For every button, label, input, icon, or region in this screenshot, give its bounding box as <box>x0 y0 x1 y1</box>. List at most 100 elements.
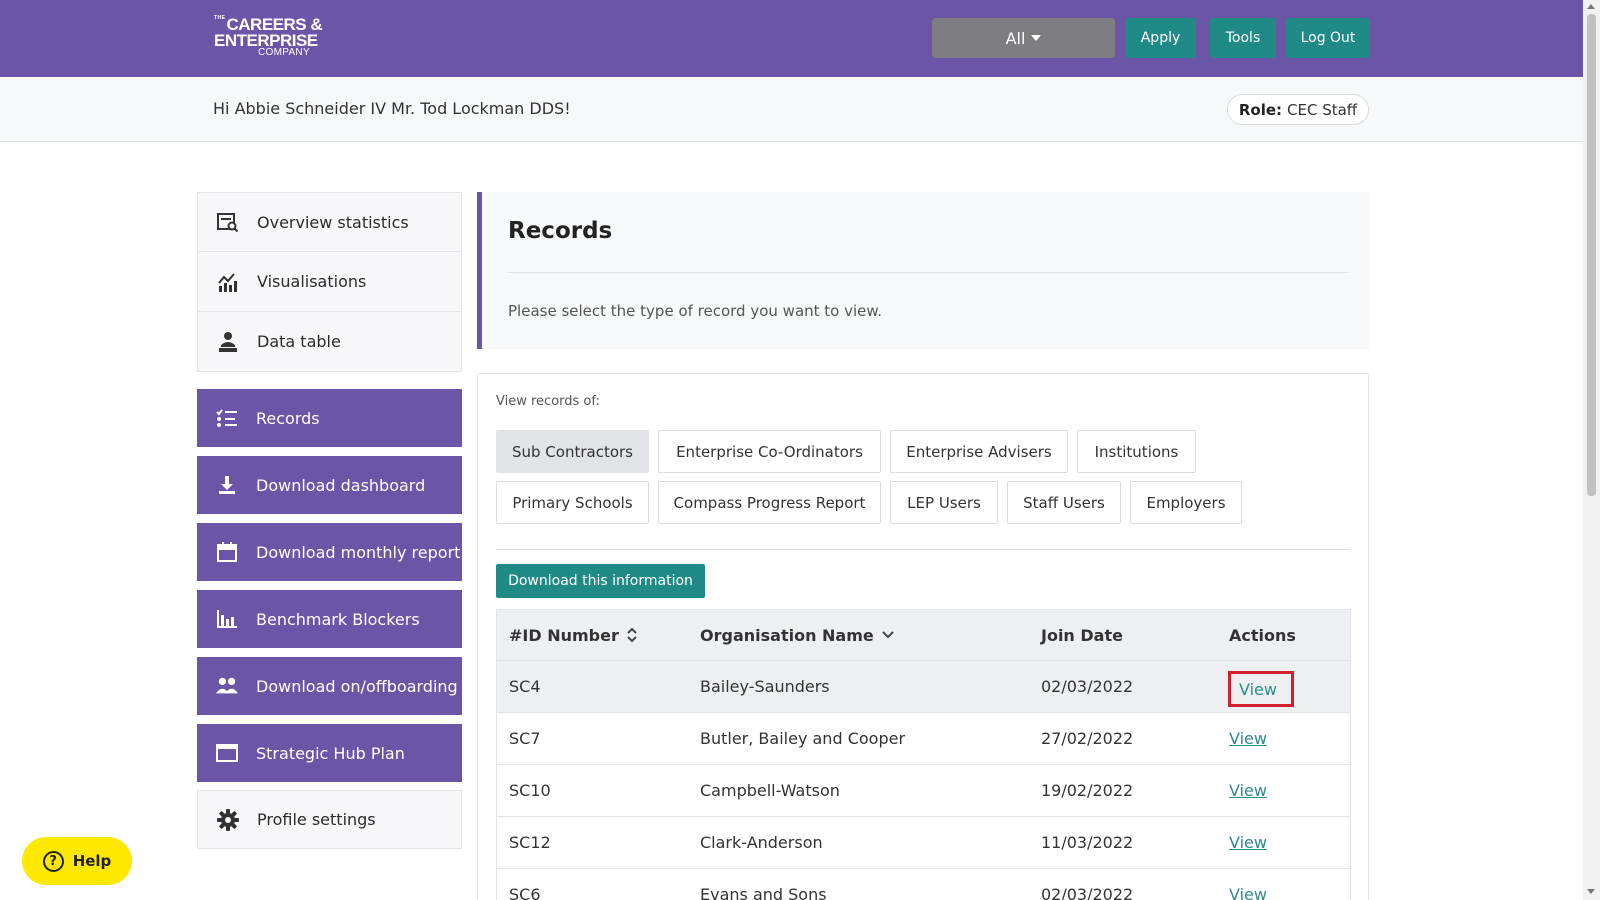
sidebar-item-download-onoffboarding[interactable]: Download on/offboarding <box>197 657 462 715</box>
filter-select[interactable]: All <box>932 18 1115 58</box>
sidebar-item-visualisations[interactable]: Visualisations <box>197 252 462 312</box>
chip-staff-users[interactable]: Staff Users <box>1007 481 1121 524</box>
view-link[interactable]: View <box>1229 781 1267 800</box>
logo-small-text: THE <box>214 15 226 21</box>
role-value: CEC Staff <box>1287 100 1358 119</box>
table-row: SC6 Evans and Sons 02/03/2022 View <box>496 869 1351 900</box>
column-header-organisation[interactable]: Organisation Name <box>700 610 894 660</box>
view-link[interactable]: View <box>1229 885 1267 900</box>
column-header-id[interactable]: #ID Number <box>509 610 637 660</box>
sidebar-item-download-monthly-report[interactable]: Download monthly report <box>197 523 462 581</box>
sidebar-item-label: Profile settings <box>257 810 376 829</box>
sidebar-item-label: Benchmark Blockers <box>256 609 420 629</box>
greeting-text: Hi Abbie Schneider IV Mr. Tod Lockman DD… <box>213 99 571 118</box>
row-join-date: 02/03/2022 <box>1041 677 1134 696</box>
sidebar-item-label: Visualisations <box>257 272 367 291</box>
view-link[interactable]: View <box>1239 679 1277 699</box>
calendar-icon <box>216 541 238 563</box>
row-id: SC7 <box>509 729 541 748</box>
question-icon: ? <box>42 850 64 872</box>
row-join-date: 19/02/2022 <box>1041 781 1134 800</box>
sort-icon[interactable] <box>627 627 637 643</box>
row-id: SC4 <box>509 677 541 696</box>
view-link[interactable]: View <box>1229 729 1267 748</box>
row-join-date: 11/03/2022 <box>1041 833 1134 852</box>
sidebar-item-label: Download on/offboarding <box>256 676 458 696</box>
view-records-label: View records of: <box>496 394 600 409</box>
highlight-box: View <box>1228 671 1294 707</box>
chip-compass-progress-report[interactable]: Compass Progress Report <box>658 481 881 524</box>
sidebar-item-label: Data table <box>257 332 341 351</box>
chevron-down-icon <box>1031 35 1042 41</box>
row-id: SC12 <box>509 833 551 852</box>
sidebar-item-records[interactable]: Records <box>197 389 462 447</box>
sidebar-item-overview-statistics[interactable]: Overview statistics <box>197 192 462 252</box>
column-header-join-date: Join Date <box>1041 625 1123 645</box>
row-organisation: Campbell-Watson <box>700 781 840 800</box>
sidebar-item-label: Download dashboard <box>256 475 426 495</box>
cec-logo[interactable]: THECAREERS & ENTERPRISE COMPANY <box>214 15 323 58</box>
sidebar-item-label: Overview statistics <box>257 212 409 232</box>
users-icon <box>216 675 238 697</box>
scroll-up-arrow-icon[interactable] <box>1587 4 1595 9</box>
records-header-card: Records Please select the type of record… <box>477 192 1369 349</box>
logo-line-2: ENTERPRISE <box>214 31 318 50</box>
row-organisation: Butler, Bailey and Cooper <box>700 729 906 748</box>
table-header: #ID Number Organisation Name Join Date A… <box>496 609 1351 661</box>
row-id: SC6 <box>509 885 541 900</box>
greeting-bar: Hi Abbie Schneider IV Mr. Tod Lockman DD… <box>0 77 1583 142</box>
logo-line-3: COMPANY <box>258 47 310 58</box>
scrollbar-thumb[interactable] <box>1587 14 1596 496</box>
row-join-date: 27/02/2022 <box>1041 729 1134 748</box>
records-description: Please select the type of record you wan… <box>508 302 883 320</box>
list-icon <box>216 407 238 429</box>
records-panel: View records of: Sub Contractors Enterpr… <box>477 373 1369 900</box>
chip-institutions[interactable]: Institutions <box>1077 430 1196 473</box>
chip-enterprise-advisers[interactable]: Enterprise Advisers <box>890 430 1068 473</box>
sidebar-item-label: Strategic Hub Plan <box>256 743 405 763</box>
chip-sub-contractors[interactable]: Sub Contractors <box>496 430 649 473</box>
sidebar-item-strategic-hub-plan[interactable]: Strategic Hub Plan <box>197 724 462 782</box>
help-button[interactable]: ? Help <box>22 837 132 885</box>
table-row: SC12 Clark-Anderson 11/03/2022 View <box>496 817 1351 869</box>
role-label: Role: <box>1238 100 1283 119</box>
bar-chart-icon <box>216 608 238 630</box>
table-row: SC4 Bailey-Saunders 02/03/2022 View <box>496 661 1351 713</box>
chip-employers[interactable]: Employers <box>1130 481 1242 524</box>
column-header-label: Organisation Name <box>700 625 874 645</box>
sidebar-item-label: Records <box>256 408 320 428</box>
row-join-date: 02/03/2022 <box>1041 885 1134 900</box>
row-organisation: Clark-Anderson <box>700 833 823 852</box>
gear-icon <box>217 808 239 831</box>
top-navbar: THECAREERS & ENTERPRISE COMPANY All Appl… <box>0 0 1583 77</box>
divider <box>496 549 1350 550</box>
scroll-down-arrow-icon[interactable] <box>1587 889 1595 894</box>
sidebar-item-download-dashboard[interactable]: Download dashboard <box>197 456 462 514</box>
view-link[interactable]: View <box>1229 833 1267 852</box>
table-row: SC7 Butler, Bailey and Cooper 27/02/2022… <box>496 713 1351 765</box>
role-badge: Role: CEC Staff <box>1227 94 1369 125</box>
page-scrollbar[interactable] <box>1583 0 1600 900</box>
chip-lep-users[interactable]: LEP Users <box>890 481 998 524</box>
apply-button[interactable]: Apply <box>1125 18 1196 58</box>
logout-button[interactable]: Log Out <box>1286 18 1370 58</box>
sidebar-item-benchmark-blockers[interactable]: Benchmark Blockers <box>197 590 462 648</box>
download-icon <box>216 474 238 496</box>
sidebar-item-profile-settings[interactable]: Profile settings <box>197 790 462 849</box>
sidebar-item-data-table[interactable]: Data table <box>197 312 462 372</box>
chip-primary-schools[interactable]: Primary Schools <box>496 481 649 524</box>
tools-button[interactable]: Tools <box>1210 18 1276 58</box>
logo-line-1: CAREERS & <box>226 15 323 34</box>
help-label: Help <box>72 852 112 870</box>
chevron-down-icon[interactable] <box>882 631 894 639</box>
column-header-actions: Actions <box>1229 625 1296 645</box>
row-organisation: Evans and Sons <box>700 885 827 900</box>
sidebar-item-label: Download monthly report <box>256 542 461 562</box>
chart-icon <box>217 271 239 293</box>
row-id: SC10 <box>509 781 551 800</box>
chip-enterprise-co-ordinators[interactable]: Enterprise Co-Ordinators <box>658 430 881 473</box>
download-information-button[interactable]: Download this information <box>496 564 705 598</box>
column-header-label: #ID Number <box>509 625 619 645</box>
records-table: #ID Number Organisation Name Join Date A… <box>496 609 1351 900</box>
divider <box>508 272 1348 273</box>
